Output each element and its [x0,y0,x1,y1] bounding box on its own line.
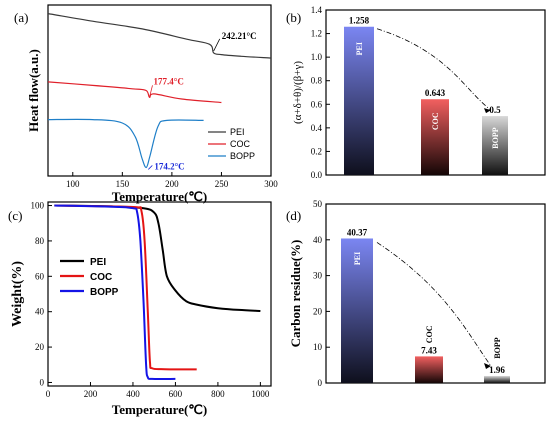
panel-a-x-tick-label: 150 [116,179,130,189]
panel-a-label: (a) [14,10,28,25]
panel-c-y-tick-label: 40 [35,307,45,317]
panel-c-series-pei [54,204,261,312]
panel-d-y-tick-label: 50 [313,199,323,209]
panel-d-value-label: 40.37 [347,227,368,237]
panel-b-y-tick-label: 0.0 [311,170,323,180]
panel-a-frame [47,4,272,177]
panel-d-y-tick-label: 10 [313,342,323,352]
panel-b-trend-arrow-head [484,108,491,114]
panel-c-frame [47,201,272,387]
panel-a-x-tick-label: 200 [165,179,179,189]
panel-a-legend-bopp: BOPP [230,151,255,161]
panel-b-trend-arrow [376,28,492,111]
panel-b-value-label: 0.643 [425,88,446,98]
panel-b-y-tick-label: 1.4 [311,5,323,15]
panel-c-label: (c) [8,208,22,223]
panel-b-label: (b) [286,10,301,25]
panel-a-legend-coc: COC [230,139,251,149]
panel-d-bar-coc [415,356,443,383]
panel-b-y-axis-title: (α+δ+θ)/(β+γ) [292,61,304,124]
panel-a-annotation-pei: 242.21°C [222,31,257,41]
panel-d-bar-name: BOPP [493,337,502,358]
panel-a-series-pei [47,13,272,59]
panel-b-bar-bopp [482,116,508,175]
panel-d-label: (d) [286,208,301,223]
panel-a-annotation-arrow [148,165,153,170]
panel-c-x-tick-label: 400 [126,389,140,399]
panel-b-bar-name: COC [431,112,440,130]
panel-a-x-axis-title: Temperature(℃) [112,189,207,204]
panel-c-series-coc [54,204,197,371]
panel-a-x-tick-label: 250 [215,179,229,189]
panel-d-trend-arrow [376,242,492,367]
panel-c-y-tick-label: 60 [35,271,45,281]
panel-a-series-bopp [47,118,204,169]
panel-a-annotation-coc: 177.4°C [153,76,183,86]
panel-b-y-tick-label: 1.0 [311,52,323,62]
panel-c-series-bopp [54,204,176,381]
panel-d-y-tick-label: 20 [313,306,323,316]
panel-c-x-tick-label: 600 [169,389,183,399]
panel-d-bar-name: PEI [353,252,362,265]
panel-c-x-tick-label: 0 [46,389,51,399]
panel-d-y-tick-label: 40 [313,235,323,245]
panel-b-y-tick-label: 0.4 [311,123,323,133]
panel-b-y-tick-label: 0.2 [311,146,322,156]
panel-c-y-tick-label: 100 [31,201,45,211]
panel-c-legend-pei: PEI [90,257,106,268]
panel-b-bar-coc [421,99,449,175]
panel-c-x-tick-label: 200 [84,389,98,399]
panel-d-value-label: 7.43 [421,345,437,355]
panel-b-y-tick-label: 0.8 [311,76,323,86]
panel-b-bar-name: BOPP [491,127,500,148]
panel-a-annotation-bopp: 174.2°C [154,161,184,171]
panel-c-x-axis-title: Temperature(℃) [112,402,207,417]
panel-a-x-tick-label: 300 [264,179,278,189]
panel-d-bar-bopp [484,375,510,383]
panel-d-bar-name: COC [425,325,434,343]
panel-d-y-axis-title: Carbon residue(%) [288,240,303,348]
panel-d-trend-arrow-head [484,362,491,369]
panel-d-bar-pei [341,238,373,383]
panel-b-value-label: 1.258 [349,16,370,26]
panel-c-y-tick-label: 0 [40,377,45,387]
panel-c-y-tick-label: 80 [35,236,45,246]
panel-d-value-label: 1.96 [489,365,505,375]
panel-b-y-tick-label: 1.2 [311,29,322,39]
panel-a-annotation-arrow [149,85,153,98]
panel-d-y-tick-label: 0 [318,378,323,388]
panel-a-x-tick-label: 100 [66,179,80,189]
panel-c-legend-bopp: BOPP [90,287,119,298]
panel-c-x-tick-label: 1000 [251,389,270,399]
panel-c-y-axis-title: Weight(%) [10,261,25,327]
panel-a-series-coc [47,81,222,104]
panel-d-y-tick-label: 30 [313,271,323,281]
panel-a-annotation-arrow [213,38,221,52]
panel-c-y-tick-label: 20 [35,342,45,352]
panel-b-y-tick-label: 0.6 [311,99,323,109]
panel-c-legend-coc: COC [90,272,112,283]
panel-b-bar-name: PEI [355,42,364,55]
panel-b-bar-pei [344,26,374,175]
panel-c-x-tick-label: 800 [211,389,225,399]
panel-a-y-axis-title: Heat flow(a.u.) [26,49,41,132]
panel-b-value-label: 0.5 [489,105,501,115]
panel-a-legend-pei: PEI [230,127,245,137]
